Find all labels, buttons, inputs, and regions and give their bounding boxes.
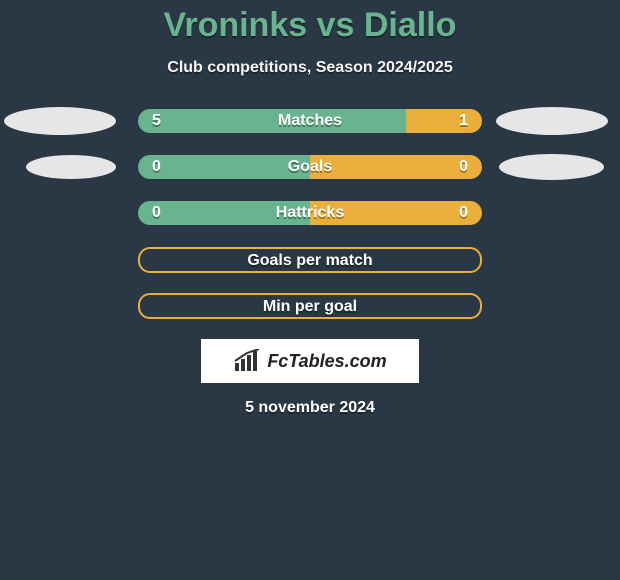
stat-value-left: 0 bbox=[152, 201, 161, 225]
logo-text: FcTables.com bbox=[267, 351, 386, 372]
stat-row-matches: 5 1Matches bbox=[0, 109, 620, 133]
stat-bar: Goals per match bbox=[138, 247, 482, 273]
placeholder-ellipse-right bbox=[499, 154, 604, 180]
vs-text: vs bbox=[317, 6, 355, 44]
placeholder-ellipse-right bbox=[496, 107, 608, 135]
stat-label: Hattricks bbox=[138, 201, 482, 225]
stat-value-left: 5 bbox=[152, 109, 161, 133]
fctables-logo: FcTables.com bbox=[201, 339, 419, 383]
placeholder-ellipse-left bbox=[26, 155, 116, 179]
stat-label: Goals bbox=[138, 155, 482, 179]
player1-name: Vroninks bbox=[164, 6, 308, 44]
stat-value-left: 0 bbox=[152, 155, 161, 179]
player2-name: Diallo bbox=[364, 6, 457, 44]
page-title: Vroninks vs Diallo bbox=[0, 0, 620, 45]
comparison-chart: 51Matches00Goals00HattricksGoals per mat… bbox=[0, 109, 620, 317]
stat-row-goals-per-match: Goals per match bbox=[0, 247, 620, 271]
bar-chart-icon bbox=[233, 349, 261, 373]
stat-bar: 5 1Matches bbox=[138, 109, 482, 133]
stat-value-right: 1 bbox=[459, 109, 468, 133]
stat-label: Goals per match bbox=[140, 249, 480, 271]
subtitle: Club competitions, Season 2024/2025 bbox=[0, 59, 620, 77]
stat-bar: 0 0Goals bbox=[138, 155, 482, 179]
placeholder-ellipse-left bbox=[4, 107, 116, 135]
stat-label: Min per goal bbox=[140, 295, 480, 317]
stat-value-right: 0 bbox=[459, 201, 468, 225]
stat-bar: 0 0Hattricks bbox=[138, 201, 482, 225]
date-text: 5 november 2024 bbox=[0, 399, 620, 417]
stat-label: Matches bbox=[138, 109, 482, 133]
stat-value-right: 0 bbox=[459, 155, 468, 179]
stat-row-hattricks: 0 0Hattricks bbox=[0, 201, 620, 225]
stat-row-goals: 0 0Goals bbox=[0, 155, 620, 179]
stat-bar: Min per goal bbox=[138, 293, 482, 319]
stat-row-min-per-goal: Min per goal bbox=[0, 293, 620, 317]
